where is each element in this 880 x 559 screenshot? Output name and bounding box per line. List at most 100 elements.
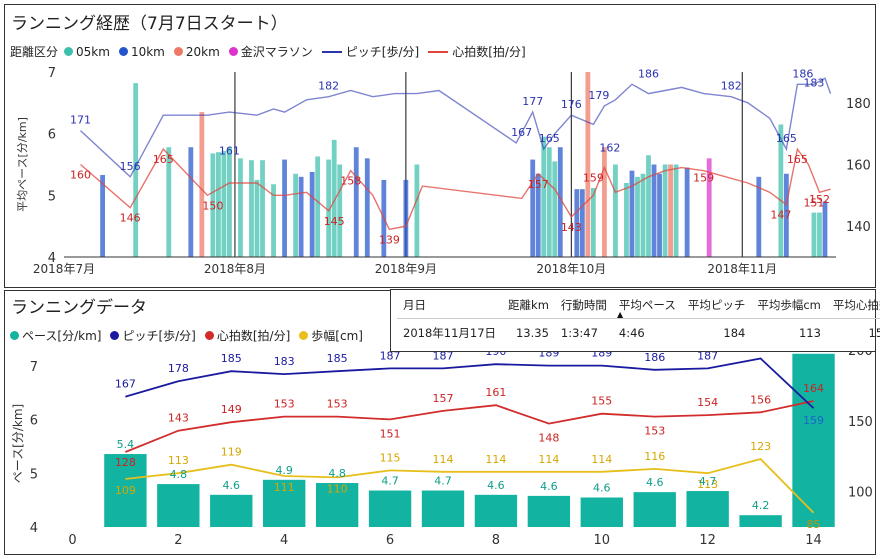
legend-marathon[interactable]: 金沢マラソン xyxy=(228,43,313,60)
legend-10km[interactable]: 10km xyxy=(118,45,165,59)
history-title: ランニング経歴（7月7日スタート） xyxy=(11,14,288,34)
cell-duration: 1:3:47 xyxy=(554,318,613,344)
stride-data-label: 109 xyxy=(115,484,136,497)
heart-rate-data-label: 151 xyxy=(803,196,824,209)
pace-bar xyxy=(646,155,651,257)
legend-heart-rate-2[interactable]: 心拍数[拍/分] xyxy=(204,327,290,344)
header-distance[interactable]: 距離km xyxy=(508,298,549,312)
legend-05km[interactable]: 05km xyxy=(64,45,110,59)
y-tick-label: 6 xyxy=(30,414,38,429)
stride-data-label: 113 xyxy=(168,454,189,467)
x-tick-label: 10 xyxy=(594,533,611,548)
pace-bar xyxy=(298,176,304,257)
legend-pitch-2-swatch xyxy=(110,331,120,340)
y-axis-label: 平均ペース[分/km] xyxy=(16,117,29,212)
pace-bar xyxy=(552,161,558,257)
pitch-data-label: 183 xyxy=(803,77,824,90)
heart-rate-data-label: 156 xyxy=(750,393,771,406)
legend-heart-rate-2-swatch xyxy=(204,331,214,340)
header-duration[interactable]: 行動時間 xyxy=(560,298,607,312)
history-legend-title: 距離区分 xyxy=(10,45,59,59)
legend-heart-rate[interactable]: 心拍数[拍/分] xyxy=(428,43,526,60)
pace-bar xyxy=(530,159,536,257)
x-tick-label: 2018年7月 xyxy=(33,262,95,276)
pace-bar xyxy=(331,139,337,257)
x-tick-label: 2 xyxy=(174,533,182,548)
sort-ascending-icon[interactable]: ▲ xyxy=(617,310,624,319)
pitch-data-label: 177 xyxy=(522,95,543,108)
header-date[interactable]: 月日 xyxy=(403,298,426,312)
pace-bar xyxy=(686,491,729,527)
x-tick-label: 14 xyxy=(805,533,822,548)
legend-10km-swatch xyxy=(118,47,128,56)
pace-bar xyxy=(315,156,321,257)
pace-bar xyxy=(783,173,789,257)
y2-tick-label: 160 xyxy=(846,159,871,174)
pace-bar xyxy=(778,124,784,258)
cell-avg-heart-rate: 151 xyxy=(826,318,880,344)
summary-header-row: 月日 距離km 行動時間 平均ペース 平均ピッチ 平均歩幅cm 平均心拍数 xyxy=(397,294,880,319)
x-tick-label: 4 xyxy=(280,533,288,548)
pace-bar xyxy=(635,176,640,257)
heart-rate-data-label: 154 xyxy=(697,396,718,409)
pace-bar xyxy=(651,164,657,257)
pace-data-label: 4.6 xyxy=(487,479,505,492)
pace-bar xyxy=(188,147,194,257)
heart-rate-data-label: 145 xyxy=(324,215,345,228)
pace-bar xyxy=(157,484,200,527)
pitch-data-label: 186 xyxy=(792,67,813,80)
pace-bar xyxy=(624,183,629,257)
x-tick-label: 6 xyxy=(386,533,394,548)
stride-line xyxy=(125,457,815,514)
legend-pitch-2[interactable]: ピッチ[歩/分] xyxy=(110,327,196,344)
legend-stride[interactable]: 歩幅[cm] xyxy=(299,327,363,344)
header-avg-pace[interactable]: 平均ペース xyxy=(618,298,676,312)
header-avg-stride[interactable]: 平均歩幅cm xyxy=(757,298,821,312)
heart-rate-line xyxy=(80,147,831,231)
table-row[interactable]: 2018年11月17日 13.35 1:3:47 4:46 184 113 15… xyxy=(397,318,880,344)
pace-bar xyxy=(263,479,306,527)
pace-bar xyxy=(633,492,676,527)
pitch-data-label: 182 xyxy=(721,80,742,93)
pace-bar xyxy=(535,173,541,257)
heart-rate-data-label: 159 xyxy=(583,172,604,185)
heart-rate-data-label: 165 xyxy=(787,153,808,166)
pitch-line xyxy=(80,77,832,178)
pitch-data-label: 183 xyxy=(274,355,295,368)
stride-data-label: 113 xyxy=(697,478,718,491)
pace-bar xyxy=(541,136,547,257)
pace-bar xyxy=(629,170,635,257)
pace-bar xyxy=(337,164,343,257)
x-tick-label: 2018年10月 xyxy=(536,262,606,276)
heart-rate-line xyxy=(125,400,814,453)
legend-pitch[interactable]: ピッチ[歩/分] xyxy=(321,43,419,60)
pace-bar xyxy=(673,164,679,257)
pace-data-label: 4.8 xyxy=(170,468,188,481)
stride-data-label: 119 xyxy=(221,446,242,459)
legend-pace[interactable]: ペース[分/km] xyxy=(10,327,101,344)
pace-bar xyxy=(756,176,762,257)
legend-20km[interactable]: 20km xyxy=(173,45,220,59)
heart-rate-data-label: 164 xyxy=(803,382,824,395)
pitch-data-label: 167 xyxy=(511,126,532,139)
heart-rate-data-label: 153 xyxy=(327,398,348,411)
pace-bar xyxy=(602,147,607,257)
pace-bar xyxy=(657,173,662,257)
header-avg-heart-rate[interactable]: 平均心拍数 xyxy=(832,298,880,312)
history-legend: 距離区分 05km 10km 20km 金沢マラソン ピッチ[歩/分] 心拍数[… xyxy=(10,43,535,60)
running-data-legend: ペース[分/km] ピッチ[歩/分] 心拍数[拍/分] 歩幅[cm] xyxy=(10,327,372,344)
stride-data-label: 116 xyxy=(644,450,665,463)
pace-data-label: 4.2 xyxy=(752,499,770,512)
pitch-data-label: 161 xyxy=(219,144,240,157)
pace-bar xyxy=(817,212,822,257)
legend-20km-swatch xyxy=(173,47,183,56)
x-tick-label: 2018年9月 xyxy=(375,262,437,276)
pace-bar xyxy=(309,171,315,257)
heart-rate-data-label: 155 xyxy=(591,395,612,408)
header-avg-pitch[interactable]: 平均ピッチ xyxy=(687,298,746,312)
y-axis-label: ペース[分/km] xyxy=(11,404,25,483)
pace-data-label: 4.7 xyxy=(434,475,452,488)
y-tick-label: 6 xyxy=(48,128,56,143)
pace-bar xyxy=(368,490,412,527)
pace-bar xyxy=(315,483,359,527)
